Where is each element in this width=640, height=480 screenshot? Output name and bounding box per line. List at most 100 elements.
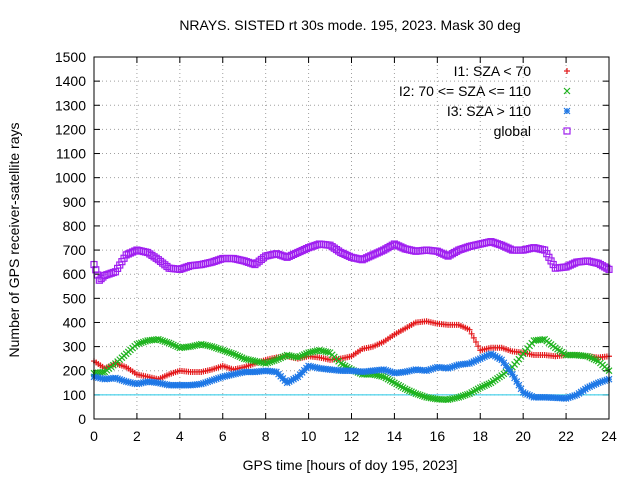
series-trace-marker [116,375,124,383]
grid [94,57,609,419]
x-tick-label: 10 [301,428,317,444]
series-trace-marker [566,393,574,401]
series-trace-marker [300,351,308,358]
series-trace-marker [483,352,491,360]
series-trace-marker [163,338,171,346]
y-tick-label: 400 [63,314,87,330]
y-axis-label: Number of GPS receiver-satellite rays [6,123,22,358]
series-trace-marker [517,385,525,393]
series-trace-marker [290,375,297,383]
series-trace-marker [217,346,225,353]
series-trace-marker [461,391,469,399]
series-trace-marker [592,380,600,388]
series-trace-marker [468,330,475,337]
series-trace-marker [427,365,435,373]
series-trace-marker [410,389,418,397]
series-trace-marker [268,357,276,365]
x-tick-label: 22 [558,428,574,444]
data-point [133,340,141,348]
series-trace-marker [513,378,521,386]
series-trace-marker [408,388,416,396]
y-tick-label: 300 [63,339,87,355]
data-point [476,384,484,392]
series-trace-marker [547,257,555,265]
series-trace-marker [403,386,411,394]
series-trace-marker [590,381,598,389]
series-trace-marker [118,376,126,384]
data-point [584,384,591,392]
y-tick-label: 900 [63,194,87,210]
data-point [283,379,291,387]
series-trace-marker [571,392,579,400]
data-point [197,380,205,388]
series-trace-marker [236,353,244,361]
series-trace-marker [485,351,493,359]
data-point [466,360,473,367]
series-trace-marker [475,343,482,350]
data-point [262,360,270,367]
y-tick-label: 1200 [55,121,86,137]
x-tick-label: 16 [430,428,446,444]
series-trace-marker [279,353,287,361]
series-trace-marker [215,345,222,353]
series-trace-marker [167,340,175,348]
series-trace-marker [172,342,179,350]
series-trace-marker [215,374,222,382]
series-trace-marker [483,381,491,389]
series-trace-marker [159,337,167,345]
legend-marker-star [563,107,571,115]
series-trace-marker [596,378,604,386]
x-tick-label: 4 [176,428,184,444]
series-trace-marker [212,344,220,352]
x-axis-label: GPS time [hours of doy 195, 2023] [243,457,458,473]
x-tick-label: 24 [601,428,617,444]
series-trace-marker [545,253,553,261]
series-trace-marker [275,355,282,363]
series-trace-marker [603,376,611,384]
data-point [509,370,516,378]
series-trace-marker [569,392,576,400]
y-tick-label: 500 [63,290,87,306]
series-trace-marker [225,348,233,356]
series-trace-marker [601,377,609,385]
data-point [165,339,173,347]
plot-frame [93,56,610,420]
y-tick-label: 1100 [56,146,86,162]
series-trace-marker [114,375,122,383]
series-trace-marker [107,269,115,277]
data-point [294,354,302,361]
axis-ticks: 0100200300400500600700800900100011001200… [55,49,617,444]
series-trace-marker [526,391,534,399]
series-trace-marker [277,354,285,362]
series-trace-marker [539,336,546,344]
series-group [90,238,613,404]
series-trace-marker [453,361,461,369]
series-trace-marker [382,366,390,374]
series-trace-marker [474,356,482,364]
series-trace-marker [202,379,210,386]
series-trace-marker [225,254,233,263]
series-trace-marker [324,348,332,356]
data-point [380,366,388,373]
data-point [541,246,549,254]
y-tick-label: 200 [63,363,87,379]
legend-label: I1: SZA < 70 [454,63,532,79]
series-trace-marker [515,381,523,389]
series-trace-marker [481,353,488,361]
series-trace-marker [493,354,501,361]
chart-title: NRAYS. SISTED rt 30s mode. 195, 2023. Ma… [179,17,520,33]
series-trace-marker [384,367,392,375]
data-point [272,356,280,364]
data-point [219,346,227,354]
series-trace-marker [448,363,456,371]
legend-label: I2: 70 <= SZA <= 110 [399,83,531,99]
data-point [112,374,119,382]
series-trace-marker [210,343,218,351]
series-trace-marker [99,368,107,376]
series-trace-marker [457,393,465,400]
series-trace-marker [491,352,499,360]
data-point [476,355,484,363]
series-trace-marker [472,339,479,346]
series-trace-marker [285,378,293,386]
